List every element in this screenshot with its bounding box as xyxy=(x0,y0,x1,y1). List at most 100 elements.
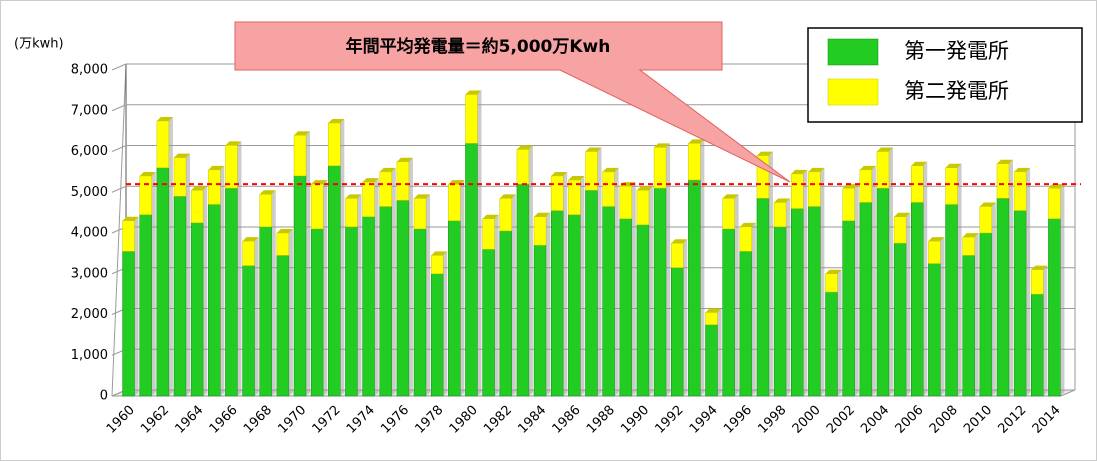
bar-segment xyxy=(739,226,753,252)
bar-segment xyxy=(962,255,975,397)
grid-line xyxy=(111,145,1075,152)
bar-segment xyxy=(225,145,238,189)
bar-segment xyxy=(945,167,958,205)
bar-segment xyxy=(688,179,701,397)
bar-side xyxy=(186,153,191,396)
bar-segment xyxy=(619,185,633,219)
bar-side xyxy=(580,176,585,396)
bar-cap xyxy=(1031,265,1048,270)
plot-area: 0 1,000 2,000 3,000 4,000 5,000 6,000 7,000 8,00… xyxy=(71,63,1081,437)
bar-segment xyxy=(328,165,341,397)
bar-segment xyxy=(173,196,187,397)
bar-segment xyxy=(310,183,324,230)
y-tick-label: 3,000 xyxy=(71,266,108,281)
bar-segment xyxy=(979,232,993,397)
bar-segment xyxy=(653,187,667,397)
bar-segment xyxy=(962,236,975,256)
bar-cap xyxy=(482,214,499,219)
bar-segment xyxy=(328,122,341,167)
bar-segment xyxy=(499,198,513,232)
bar-segment xyxy=(602,206,615,397)
bar-side xyxy=(443,251,448,396)
bar-cap xyxy=(534,212,551,217)
bar-segment xyxy=(842,187,855,222)
bar-cap xyxy=(568,176,585,181)
bar-segment xyxy=(516,149,530,185)
bar-segment xyxy=(1048,218,1061,397)
bar-side xyxy=(254,237,259,396)
bar-side xyxy=(494,214,499,396)
y-tick-label: 6,000 xyxy=(71,144,108,159)
bar-segment xyxy=(773,226,787,397)
bar-side xyxy=(203,186,208,396)
bar-segment xyxy=(568,214,581,397)
bar-segment xyxy=(602,171,615,207)
bar-segment xyxy=(190,222,204,397)
bar-segment xyxy=(911,202,924,397)
bar-cap xyxy=(825,269,842,274)
bar-cap xyxy=(208,165,225,170)
bar-segment xyxy=(293,134,307,177)
y-tick-label: 8,000 xyxy=(71,63,108,78)
bar-segment xyxy=(670,242,684,268)
bar-segment xyxy=(310,228,324,397)
y-tick-label: 2,000 xyxy=(71,307,108,322)
bar-segment xyxy=(122,251,135,397)
bar-segment xyxy=(482,218,495,250)
bar-side xyxy=(151,171,156,396)
bar-segment xyxy=(996,198,1010,397)
bar-segment xyxy=(842,220,855,397)
bar-side xyxy=(786,198,791,396)
bar-cap xyxy=(431,251,448,256)
bar-segment xyxy=(722,228,735,397)
bar-cap xyxy=(362,178,379,183)
bar-side xyxy=(888,147,893,396)
bar-segment xyxy=(190,189,204,224)
bar-cap xyxy=(379,167,396,172)
bar-side xyxy=(426,194,431,396)
bar-segment xyxy=(773,202,787,228)
bar-segment xyxy=(259,226,272,397)
bar-segment xyxy=(1048,187,1061,219)
bar-side xyxy=(237,141,242,396)
bar-side xyxy=(683,239,688,396)
grid-line xyxy=(111,63,1075,71)
bar-segment xyxy=(465,143,478,397)
bar-side xyxy=(391,167,396,396)
bar-segment xyxy=(550,175,564,211)
bar-cap xyxy=(774,198,791,203)
bar-segment xyxy=(876,151,890,189)
bar-segment xyxy=(928,263,941,397)
bar-segment xyxy=(225,187,238,397)
bar-segment xyxy=(808,171,821,207)
bar-side xyxy=(168,116,173,396)
bar-cap xyxy=(551,171,568,176)
bar-cap xyxy=(688,139,705,144)
bar-segment xyxy=(122,220,135,252)
bar-side xyxy=(837,269,842,396)
bar-cap xyxy=(911,161,928,166)
bar-segment xyxy=(688,143,701,181)
bar-cap xyxy=(842,184,859,189)
bar-segment xyxy=(208,169,221,205)
bar-side xyxy=(546,212,551,396)
bar-segment xyxy=(619,218,633,397)
bar-side xyxy=(768,151,773,396)
bar-cap xyxy=(739,222,756,227)
bar-side xyxy=(648,186,653,396)
bar-cap xyxy=(585,147,602,152)
bar-segment xyxy=(636,189,650,226)
bar-segment xyxy=(1031,269,1044,295)
bar-segment xyxy=(345,198,358,228)
bar-cap xyxy=(876,147,893,152)
bar-side xyxy=(1043,265,1048,396)
y-tick-label: 4,000 xyxy=(71,226,108,241)
bar-segment xyxy=(156,167,170,397)
bar-segment xyxy=(276,255,290,397)
bar-segment xyxy=(876,187,890,397)
bar-cap xyxy=(156,116,173,121)
bar-segment xyxy=(533,244,547,397)
bar-segment xyxy=(345,226,358,397)
bar-side xyxy=(597,147,602,396)
